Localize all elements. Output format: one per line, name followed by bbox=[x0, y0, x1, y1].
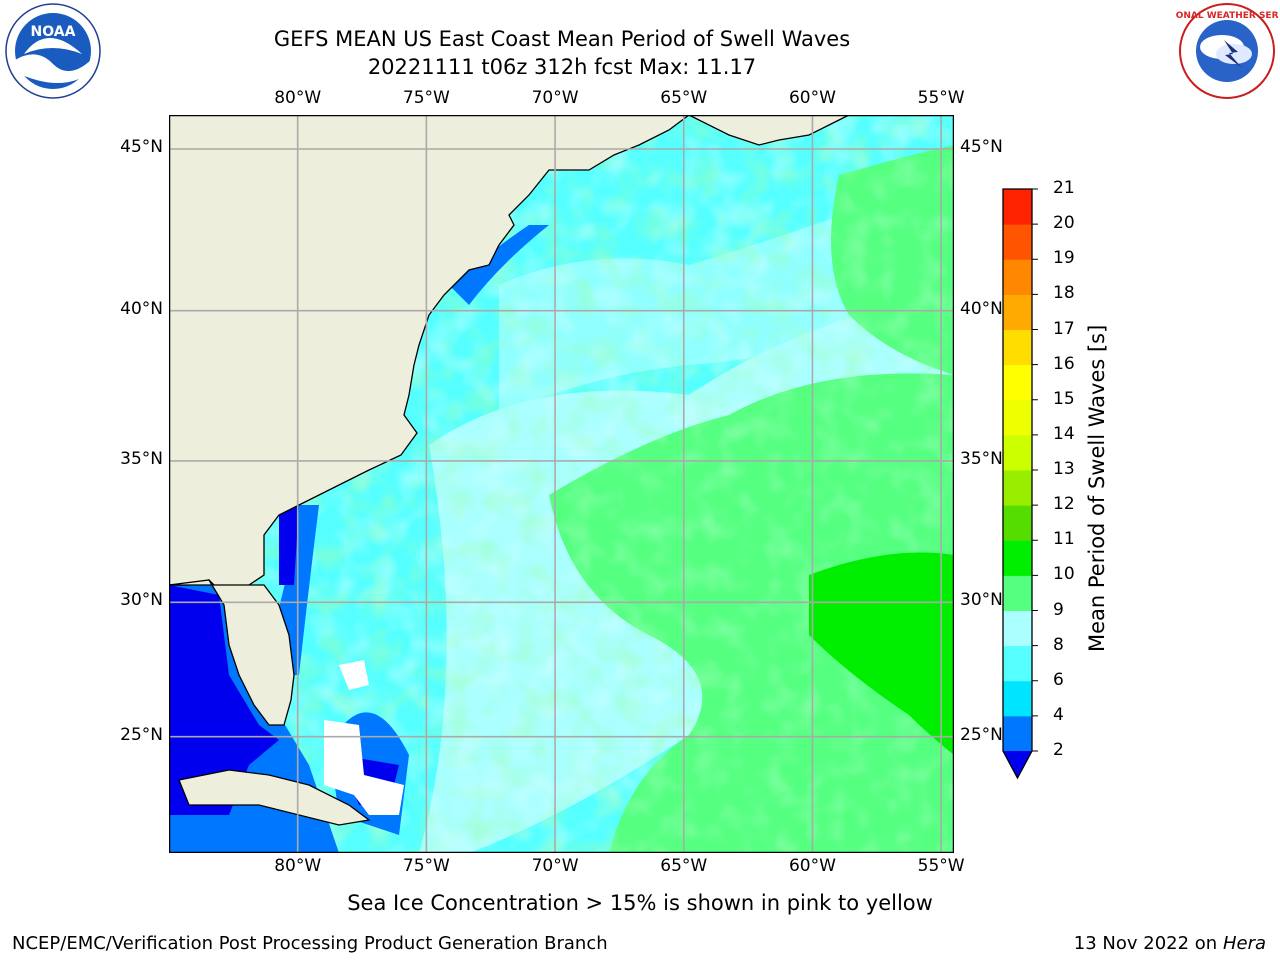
colorbar-level-label: 21 bbox=[1053, 178, 1075, 198]
colorbar-level-label: 4 bbox=[1053, 704, 1064, 725]
colorbar-level-label: 13 bbox=[1053, 459, 1075, 479]
colorbar-level-label: 6 bbox=[1053, 669, 1064, 690]
footer-date: 13 Nov 2022 on Hera bbox=[1074, 933, 1266, 954]
lon-tick-label-top: 60°W bbox=[788, 88, 836, 108]
lat-tick-label-left: 30°N bbox=[120, 590, 163, 611]
map-panel bbox=[169, 115, 954, 853]
colorbar-level-label: 12 bbox=[1053, 494, 1075, 515]
colorbar-level-label: 14 bbox=[1053, 423, 1075, 444]
colorbar bbox=[1002, 188, 1038, 780]
lon-tick-label-top: 80°W bbox=[274, 88, 322, 108]
colorbar-level-label: 15 bbox=[1053, 388, 1075, 409]
colorbar-level-label: 8 bbox=[1053, 634, 1064, 655]
colorbar-extend-arrow bbox=[1003, 751, 1032, 778]
colorbar-level-label: 20 bbox=[1053, 213, 1075, 234]
lat-tick-label-right: 30°N bbox=[960, 590, 1003, 611]
lon-tick-label-bottom: 65°W bbox=[660, 856, 708, 876]
colorbar-segment bbox=[1003, 575, 1032, 611]
lat-tick-label-left: 40°N bbox=[120, 298, 163, 319]
lon-tick-label-top: 75°W bbox=[402, 88, 450, 108]
lat-tick-label-right: 25°N bbox=[960, 724, 1003, 745]
map-title: GEFS MEAN US East Coast Mean Period of S… bbox=[273, 27, 851, 51]
lat-tick-label-left: 25°N bbox=[120, 724, 163, 745]
footer-machine: Hera bbox=[1222, 933, 1266, 954]
graticule bbox=[169, 115, 954, 853]
colorbar-segment bbox=[1003, 434, 1032, 471]
lat-tick-label-right: 35°N bbox=[960, 448, 1003, 469]
footer-credit: NCEP/EMC/Verification Post Processing Pr… bbox=[12, 933, 608, 954]
colorbar-segment bbox=[1003, 329, 1032, 366]
noaa-logo: NOAA bbox=[5, 3, 101, 99]
colorbar-level-label: 16 bbox=[1053, 353, 1075, 374]
colorbar-level-label: 10 bbox=[1053, 564, 1075, 585]
map-frame bbox=[169, 115, 954, 853]
lat-tick-label-left: 45°N bbox=[120, 136, 163, 157]
colorbar-segment bbox=[1003, 189, 1032, 225]
colorbar-level-label: 19 bbox=[1053, 248, 1075, 269]
colorbar-level-label: 2 bbox=[1053, 740, 1064, 760]
colorbar-segment bbox=[1003, 294, 1032, 330]
lon-tick-label-bottom: 55°W bbox=[917, 856, 965, 876]
colorbar-segment bbox=[1003, 505, 1032, 541]
lat-tick-label-right: 40°N bbox=[960, 298, 1003, 319]
lon-tick-label-top: 55°W bbox=[917, 88, 965, 108]
footer-date-text: 13 Nov 2022 on bbox=[1073, 933, 1218, 954]
colorbar-label: Mean Period of Swell Waves [s] bbox=[1085, 324, 1109, 652]
lon-tick-label-top: 70°W bbox=[531, 88, 579, 108]
colorbar-level-label: 18 bbox=[1053, 283, 1075, 304]
colorbar-level-label: 11 bbox=[1053, 529, 1075, 550]
land bbox=[169, 115, 850, 826]
colorbar-segment bbox=[1003, 715, 1032, 752]
lon-tick-label-bottom: 70°W bbox=[531, 856, 579, 876]
map-subtitle: 20221111 t06z 312h fcst Max: 11.17 bbox=[367, 55, 757, 79]
lon-tick-label-top: 65°W bbox=[660, 88, 708, 108]
colorbar-segment bbox=[1003, 470, 1032, 506]
lat-tick-label-right: 45°N bbox=[960, 136, 1003, 157]
colorbar-segment bbox=[1003, 399, 1032, 436]
nws-logo-text: NATIONAL WEATHER SERVICE bbox=[1176, 11, 1278, 21]
colorbar-segment bbox=[1003, 610, 1032, 647]
lon-tick-label-bottom: 80°W bbox=[274, 856, 322, 876]
colorbar-segment bbox=[1003, 540, 1032, 576]
lon-tick-label-bottom: 60°W bbox=[788, 856, 836, 876]
colorbar-segment bbox=[1003, 364, 1032, 401]
noaa-logo-text: NOAA bbox=[31, 24, 76, 40]
colorbar-segment bbox=[1003, 224, 1032, 260]
sea-ice-caption: Sea Ice Concentration > 15% is shown in … bbox=[347, 891, 933, 915]
lon-tick-label-bottom: 75°W bbox=[402, 856, 450, 876]
islands bbox=[324, 660, 404, 815]
colorbar-level-label: 9 bbox=[1053, 599, 1064, 620]
colorbar-segment bbox=[1003, 259, 1032, 295]
colorbar-segment bbox=[1003, 645, 1032, 682]
colorbar-segment bbox=[1003, 680, 1032, 717]
nws-logo: NATIONAL WEATHER SERVICE bbox=[1176, 3, 1278, 99]
lat-tick-label-left: 35°N bbox=[120, 448, 163, 469]
period-10-11-region bbox=[809, 552, 954, 755]
colorbar-level-label: 17 bbox=[1053, 318, 1075, 339]
